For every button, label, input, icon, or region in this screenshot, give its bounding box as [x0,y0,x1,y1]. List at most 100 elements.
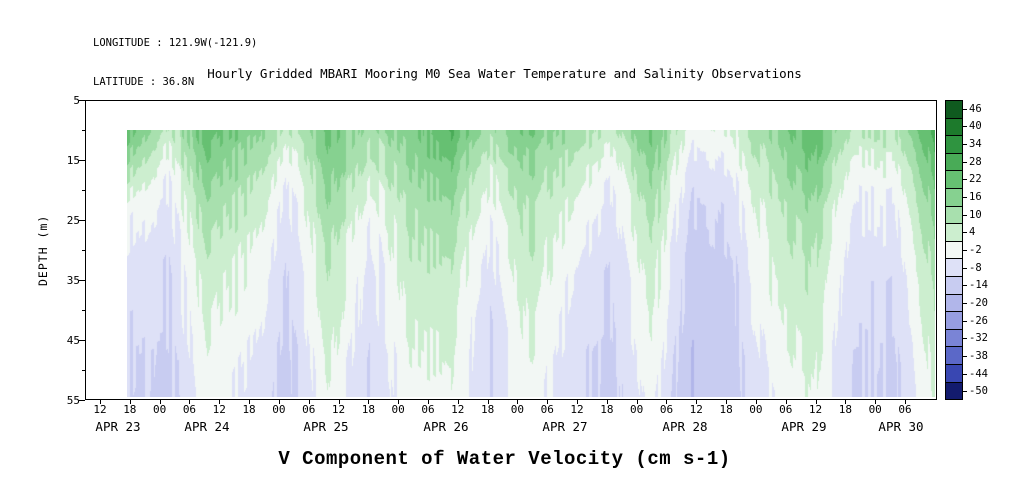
x-tick-label: 00 [510,403,525,416]
x-tick-mark [100,400,101,404]
x-tick-mark [129,400,131,404]
x-date-label: APR 28 [662,419,708,434]
x-tick-label: 18 [719,403,733,416]
colorbar-tick-label: -8 [969,261,982,274]
x-tick-label: 06 [421,403,435,416]
x-tick-label: 00 [272,403,286,416]
y-tick-label: 5 [73,94,80,107]
y-tick-mark [79,280,85,281]
heatmap-canvas [127,130,935,397]
colorbar-band [946,312,962,330]
x-date-label: APR 23 [95,419,141,434]
y-tick-mark [79,160,85,161]
colorbar-band [946,276,962,295]
colorbar-tick-mark [963,144,967,145]
x-tick-mark [249,400,251,404]
colorbar-tick-mark [963,374,967,375]
x-tick-label: 18 [242,403,256,416]
x-tick-label: 12 [689,403,703,416]
plot-area [85,100,937,400]
y-minor-tick-mark [82,310,85,311]
x-tick-mark [845,400,847,404]
x-tick-label: 12 [570,403,584,416]
x-tick-label: 12 [212,403,226,416]
y-tick-label: 15 [66,154,80,167]
x-tick-mark [726,400,728,404]
x-tick-label: 00 [630,403,644,416]
colorbar-tick-label: -20 [969,296,988,309]
colorbar-band [946,347,962,365]
y-tick-mark [79,340,85,341]
colorbar-tick-mark [963,391,967,392]
colorbar-tick-mark [963,162,967,163]
x-tick-label: 06 [898,403,912,416]
x-tick-label: 06 [659,403,674,416]
x-tick-mark [606,400,608,404]
colorbar-band [946,118,962,137]
y-minor-tick-mark [82,370,85,371]
x-tick-mark [159,400,161,404]
x-date-label: APR 27 [542,419,588,434]
colorbar-tick-label: 4 [969,226,976,239]
x-tick-mark [785,400,787,404]
y-minor-tick-mark [82,250,85,251]
y-tick-mark [79,400,85,401]
colorbar-tick-mark [963,338,967,339]
colorbar-tick-mark [963,321,967,322]
colorbar [945,100,963,400]
x-date-label: APR 29 [781,419,827,434]
x-tick-mark [875,400,877,404]
colorbar-band [946,224,962,242]
colorbar-tick-mark [963,232,967,233]
colorbar-band [946,206,962,225]
x-tick-mark [368,400,370,404]
x-tick-label: 00 [391,403,405,416]
colorbar-band [946,188,962,207]
y-minor-tick-mark [82,130,85,131]
x-date-label: APR 30 [878,419,924,434]
colorbar-tick-label: -32 [969,332,988,345]
x-tick-mark [427,400,429,404]
colorbar-tick-label: -2 [969,244,982,256]
x-tick-mark [577,400,579,404]
colorbar-tick-label: -38 [969,349,988,362]
colorbar-tick-label: 46 [969,102,982,115]
x-tick-label: 18 [600,403,614,416]
colorbar-tick-mark [963,197,967,198]
x-tick-mark [487,400,489,404]
x-tick-mark [755,400,757,404]
x-tick-mark [517,400,519,404]
x-tick-mark [338,400,340,404]
colorbar-tick-label: 22 [969,173,982,186]
colorbar-tick-label: 16 [969,191,982,204]
x-tick-mark [189,400,191,404]
x-tick-mark [636,400,638,404]
x-tick-label: 12 [93,403,107,416]
colorbar-band [946,329,962,348]
colorbar-tick-mark [963,126,967,127]
y-tick-mark [79,100,85,101]
x-tick-label: 18 [838,403,852,416]
colorbar-band [946,136,962,154]
colorbar-band [946,241,962,260]
meta-latitude: LATITUDE : 36.8N [93,76,195,88]
x-tick-mark [219,400,221,404]
colorbar-tick-label: -50 [969,385,988,398]
x-date-label: APR 26 [423,419,469,434]
y-tick-label: 35 [66,274,80,287]
colorbar-tick-label: -14 [969,279,988,292]
x-tick-label: 18 [361,403,375,416]
x-tick-mark [457,400,459,404]
x-date-label: APR 25 [303,419,349,434]
colorbar-tick-mark [963,303,967,304]
y-tick-mark [79,220,85,221]
colorbar-band [946,364,962,383]
x-tick-label: 12 [331,403,346,416]
x-tick-mark [547,400,549,404]
y-minor-tick-mark [82,190,85,191]
colorbar-tick-mark [963,109,967,110]
colorbar-tick-label: 10 [969,208,982,221]
x-tick-label: 18 [123,403,137,416]
colorbar-tick-mark [963,285,967,286]
